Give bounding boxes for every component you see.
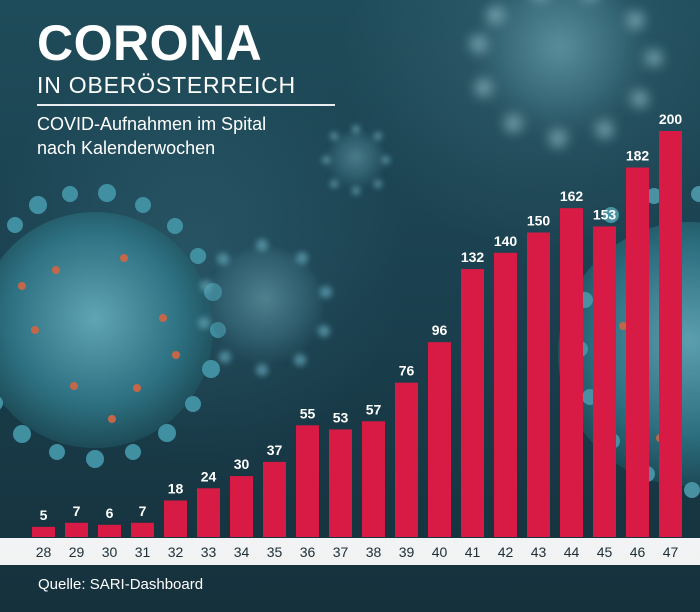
bar-week-47	[659, 131, 682, 537]
value-label-week-47: 200	[659, 111, 683, 127]
virus-top-right	[470, 0, 662, 147]
virus-left	[0, 184, 226, 468]
value-label-week-28: 5	[40, 507, 48, 523]
x-tick-label-37: 37	[333, 544, 349, 560]
value-label-week-43: 150	[527, 213, 551, 229]
value-label-week-41: 132	[461, 249, 485, 265]
bar-week-43	[527, 232, 550, 537]
bar-week-31	[131, 522, 154, 537]
x-tick-label-39: 39	[399, 544, 415, 560]
x-tick-label-45: 45	[597, 544, 613, 560]
x-tick-label-43: 43	[531, 544, 547, 560]
bar-week-38	[362, 421, 385, 537]
description-line-2: nach Kalenderwochen	[37, 138, 216, 158]
x-tick-label-32: 32	[168, 544, 184, 560]
title-divider	[37, 104, 335, 106]
description-line-1: COVID-Aufnahmen im Spital	[37, 114, 267, 134]
bar-week-44	[560, 208, 583, 537]
x-tick-label-42: 42	[498, 544, 514, 560]
bar-week-36	[296, 425, 319, 537]
bar-week-46	[626, 167, 649, 538]
value-label-week-29: 7	[73, 503, 81, 519]
x-tick-label-36: 36	[300, 544, 316, 560]
x-tick-label-38: 38	[366, 544, 382, 560]
value-label-week-44: 162	[560, 188, 584, 204]
x-tick-label-46: 46	[630, 544, 646, 560]
virus-center-small	[198, 239, 332, 376]
bar-week-28	[32, 526, 55, 537]
value-label-week-46: 182	[626, 148, 650, 164]
x-tick-label-35: 35	[267, 544, 283, 560]
x-tick-label-44: 44	[564, 544, 580, 560]
x-tick-label-29: 29	[69, 544, 85, 560]
bar-week-34	[230, 476, 253, 537]
value-label-week-37: 53	[333, 409, 349, 425]
x-tick-label-47: 47	[663, 544, 679, 560]
header: CORONA IN OBERÖSTERREICH	[37, 18, 335, 106]
bar-week-42	[494, 252, 517, 538]
virus-top-center	[322, 125, 390, 195]
bar-week-37	[329, 429, 352, 537]
x-axis-band	[0, 538, 700, 565]
bar-week-40	[428, 342, 451, 537]
value-label-week-45: 153	[593, 206, 617, 222]
bar-week-29	[65, 522, 88, 537]
bar-week-39	[395, 382, 418, 537]
chart-description: COVID-Aufnahmen im Spital nach Kalenderw…	[37, 112, 327, 160]
value-label-week-33: 24	[201, 468, 217, 484]
value-label-week-36: 55	[300, 405, 316, 421]
value-label-week-31: 7	[139, 503, 147, 519]
value-label-week-34: 30	[234, 456, 250, 472]
value-label-week-32: 18	[168, 480, 184, 496]
value-label-week-39: 76	[399, 363, 415, 379]
x-tick-label-28: 28	[36, 544, 52, 560]
x-tick-label-41: 41	[465, 544, 481, 560]
value-label-week-30: 6	[106, 505, 114, 521]
value-label-week-35: 37	[267, 442, 283, 458]
x-tick-label-30: 30	[102, 544, 118, 560]
bar-week-35	[263, 461, 286, 537]
x-tick-label-33: 33	[201, 544, 217, 560]
value-label-week-42: 140	[494, 233, 518, 249]
page-subtitle: IN OBERÖSTERREICH	[37, 72, 296, 98]
bar-week-32	[164, 500, 187, 537]
bar-week-30	[98, 524, 121, 537]
bar-week-33	[197, 488, 220, 537]
x-tick-label-34: 34	[234, 544, 250, 560]
x-tick-label-31: 31	[135, 544, 151, 560]
bar-week-41	[461, 269, 484, 537]
source-note: Quelle: SARI-Dashboard	[38, 576, 204, 593]
value-label-week-40: 96	[432, 322, 448, 338]
bar-week-45	[593, 226, 616, 537]
value-label-week-38: 57	[366, 401, 382, 417]
page-title: CORONA	[37, 15, 263, 71]
x-tick-label-40: 40	[432, 544, 448, 560]
